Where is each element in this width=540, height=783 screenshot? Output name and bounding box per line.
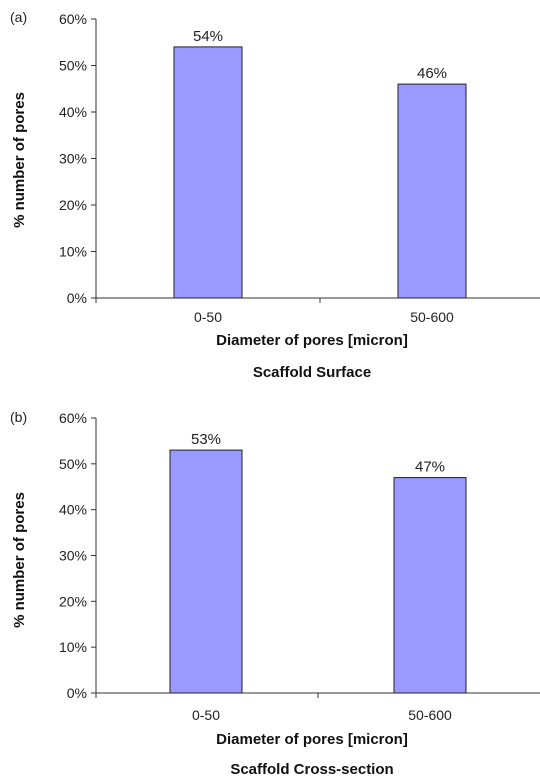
data-label: 46% [417,65,447,82]
y-tick-label: 10% [59,639,87,655]
y-tick-label: 10% [59,244,87,260]
x-category-label: 0-50 [192,707,220,723]
x-category-label: 50-600 [410,309,454,325]
x-axis-title: Diameter of pores [micron] [216,731,408,748]
bar-0-50 [169,449,243,694]
y-tick-label: 0% [67,290,87,306]
y-tick-label: 60% [59,410,87,426]
data-label: 47% [415,459,445,476]
y-tick-label: 50% [59,58,87,74]
data-label: 54% [193,28,223,45]
y-tick-label: 40% [59,104,87,120]
y-axis-title: % number of pores [11,492,28,628]
x-axis-title: Diameter of pores [micron] [216,332,408,349]
chart-title: Scaffold Cross-section [230,761,393,778]
y-tick-label: 20% [59,593,87,609]
y-tick-label: 20% [59,197,87,213]
bar-0-50 [173,46,243,299]
y-tick-label: 40% [59,502,87,518]
x-category-label: 0-50 [194,309,222,325]
panel-label: (b) [10,409,27,425]
chart-title: Scaffold Surface [253,364,371,381]
y-tick-label: 60% [59,11,87,27]
x-category-label: 50-600 [408,707,452,723]
bar-50-600 [393,477,467,694]
bar-50-600 [397,83,467,299]
y-tick-label: 30% [59,151,87,167]
y-axis-title: % number of pores [11,92,28,228]
data-label: 53% [191,431,221,448]
panel-label: (a) [10,9,27,25]
y-tick-label: 0% [67,685,87,701]
y-tick-label: 50% [59,456,87,472]
y-tick-label: 30% [59,548,87,564]
